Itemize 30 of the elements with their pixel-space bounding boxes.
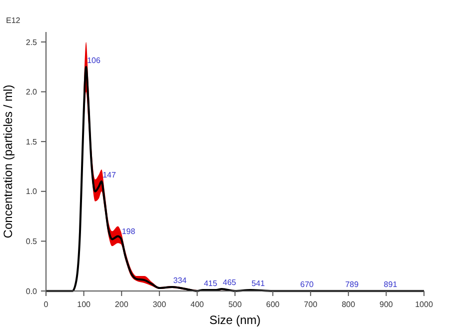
x-tick-label: 600 (266, 300, 280, 309)
annotation: 147 (102, 170, 116, 180)
y-tick-label: 1.0 (26, 187, 38, 196)
y-axis-title: Concentration (particles / ml) (1, 84, 15, 238)
annotation: 465 (222, 278, 237, 288)
x-tick-label: 1000 (415, 300, 434, 309)
y-tick-label: 0.5 (26, 236, 38, 246)
text: E12 (6, 16, 21, 25)
x-tick-label: 400 (190, 300, 204, 309)
annotation: 670 (300, 280, 314, 289)
x-tick-label: 200 (114, 300, 129, 309)
annotation: 891 (384, 280, 398, 289)
x-tick-label: 700 (304, 300, 318, 309)
x-tick-label: 100 (77, 300, 92, 309)
annotation: 789 (345, 280, 360, 289)
y-tick-label: 0.0 (26, 286, 38, 296)
x-tick-label: 900 (380, 300, 394, 309)
x-tick-label: 0 (44, 300, 49, 309)
annotation: 334 (173, 276, 188, 286)
annotation: 198 (122, 227, 136, 236)
x-tick-label: 300 (152, 300, 167, 309)
annotation: 415 (204, 279, 218, 288)
y-tick-label: 2.0 (26, 88, 38, 97)
x-axis-title: Size (nm) (209, 313, 261, 327)
x-tick-label: 800 (342, 300, 356, 309)
annotation: 541 (252, 279, 266, 288)
x-tick-label: 500 (228, 300, 242, 309)
y-tick-label: 1.5 (26, 137, 38, 146)
annotation: 106 (87, 56, 101, 65)
y-tick-label: 2.5 (26, 38, 38, 47)
